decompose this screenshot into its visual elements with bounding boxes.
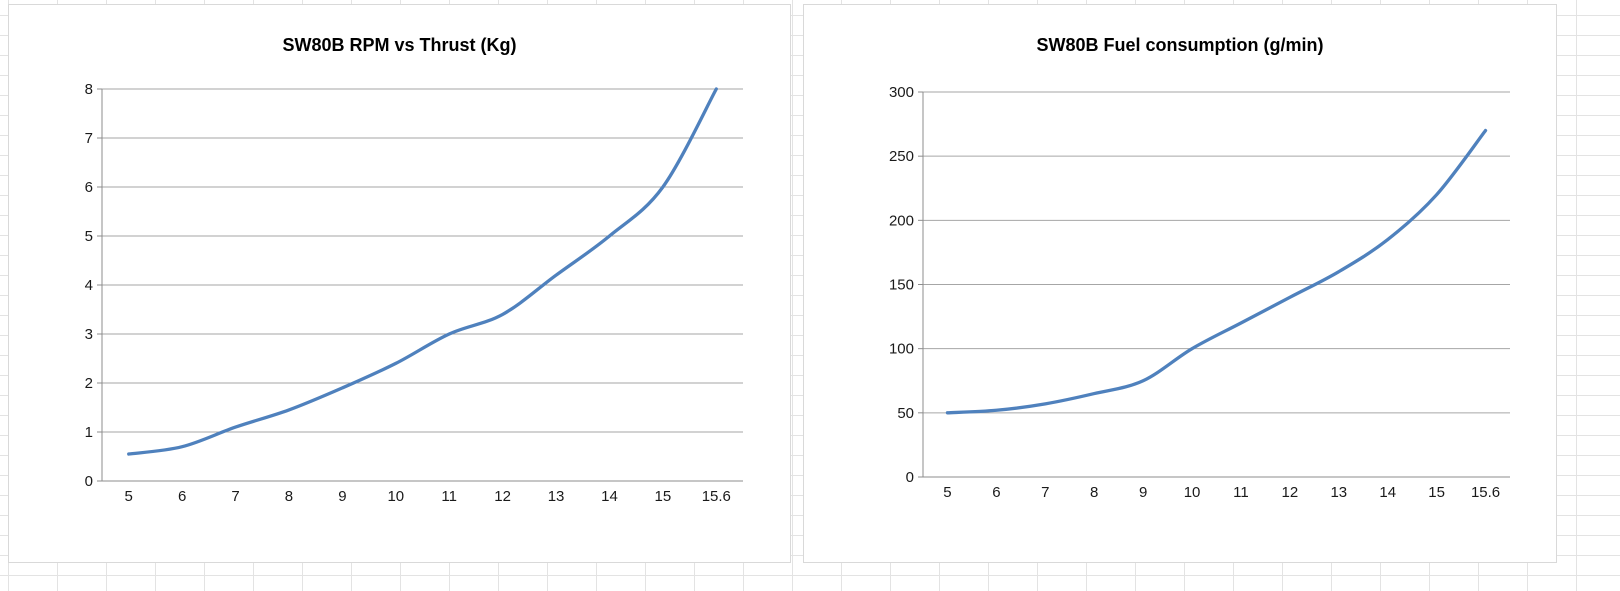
x-tick-label: 13: [1330, 484, 1347, 501]
y-tick-label: 250: [889, 148, 914, 165]
y-tick-label: 300: [889, 84, 914, 101]
x-tick-label: 8: [1090, 484, 1098, 501]
x-tick-label: 12: [494, 488, 511, 505]
y-tick-label: 8: [85, 81, 93, 98]
y-tick-label: 150: [889, 277, 914, 294]
data-series-line: [127, 87, 718, 456]
x-tick-label: 15: [655, 488, 672, 505]
axes: [918, 91, 1510, 478]
x-tick-label: 11: [441, 488, 457, 505]
x-tick-label: 13: [548, 488, 565, 505]
x-tick-label: 6: [178, 488, 186, 505]
y-tick-label: 100: [889, 341, 914, 358]
chart-title-fuel-consumption: SW80B Fuel consumption (g/min): [1036, 35, 1324, 55]
y-tick-label: 200: [889, 212, 914, 229]
x-tick-label: 7: [1041, 484, 1049, 501]
y-tick-label: 7: [85, 130, 93, 147]
x-tick-label: 10: [387, 488, 404, 505]
y-tick-label: 3: [85, 326, 93, 343]
x-tick-label: 6: [992, 484, 1000, 501]
x-axis-tick-labels: 5 6 7 8 9 10 11 12 13 14 15 15.6: [943, 484, 1500, 501]
x-tick-label: 15.6: [1471, 484, 1500, 501]
y-tick-label: 50: [897, 405, 914, 422]
y-tick-label: 1: [85, 424, 93, 441]
x-tick-label: 5: [943, 484, 951, 501]
x-tick-label: 15.6: [702, 488, 731, 505]
x-tick-label: 14: [1379, 484, 1396, 501]
data-series-line: [945, 128, 1488, 415]
y-tick-label: 4: [85, 277, 93, 294]
x-tick-label: 9: [1139, 484, 1147, 501]
chart-fuel-consumption[interactable]: SW80B Fuel consumption (g/min) 0 50 100 150…: [803, 4, 1557, 563]
x-tick-label: 11: [1233, 484, 1249, 501]
axes: [97, 88, 743, 482]
x-tick-label: 8: [285, 488, 293, 505]
y-tick-label: 6: [85, 179, 93, 196]
x-axis-tick-labels: 5 6 7 8 9 10 11 12 13 14 15 15.6: [125, 488, 731, 505]
x-tick-label: 12: [1282, 484, 1299, 501]
y-gridlines: [102, 88, 743, 433]
y-axis-tick-labels: 0 50 100 150 200 250 300: [889, 84, 914, 486]
fuel-consumption-plot-area: 0 50 100 150 200 250 300 5 6 7 8 9 10 11 12 13 14 15 15.6: [889, 84, 1510, 501]
x-tick-label: 5: [125, 488, 133, 505]
y-tick-label: 0: [906, 469, 914, 486]
y-tick-label: 5: [85, 228, 93, 245]
x-tick-label: 14: [601, 488, 618, 505]
y-axis-tick-labels: 0 1 2 3 4 5 6 7 8: [85, 81, 93, 490]
x-tick-label: 7: [231, 488, 239, 505]
y-gridlines: [923, 91, 1510, 414]
chart-title-rpm-thrust: SW80B RPM vs Thrust (Kg): [282, 35, 517, 55]
y-tick-label: 0: [85, 473, 93, 490]
x-tick-label: 10: [1184, 484, 1201, 501]
x-tick-label: 9: [338, 488, 346, 505]
x-tick-label: 15: [1428, 484, 1445, 501]
y-tick-label: 2: [85, 375, 93, 392]
